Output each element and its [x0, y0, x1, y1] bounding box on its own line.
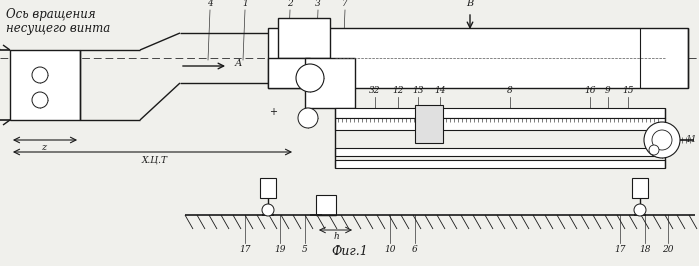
Bar — [268, 28, 688, 88]
Bar — [632, 178, 648, 198]
Text: 13: 13 — [412, 86, 424, 95]
Text: 3: 3 — [315, 0, 321, 8]
Text: 6: 6 — [412, 245, 418, 254]
Circle shape — [296, 64, 324, 92]
Bar — [268, 58, 310, 88]
Bar — [10, 50, 80, 120]
Text: +: + — [269, 107, 277, 117]
Circle shape — [298, 108, 318, 128]
Text: Ось вращения: Ось вращения — [6, 8, 96, 21]
Text: 8: 8 — [507, 86, 513, 95]
Text: 9: 9 — [605, 86, 611, 95]
Bar — [335, 160, 665, 168]
Text: h: h — [333, 232, 339, 241]
Text: 7: 7 — [342, 0, 348, 8]
Bar — [316, 195, 336, 215]
Circle shape — [32, 67, 48, 83]
Text: 17: 17 — [614, 245, 626, 254]
Bar — [260, 178, 276, 198]
Text: 15: 15 — [622, 86, 634, 95]
Text: 11: 11 — [686, 135, 697, 144]
Text: 12: 12 — [392, 86, 404, 95]
Bar — [278, 18, 330, 58]
Bar — [335, 118, 665, 130]
Circle shape — [649, 145, 659, 155]
Circle shape — [262, 204, 274, 216]
Text: Х.Ц.Т: Х.Ц.Т — [142, 155, 168, 164]
Text: 2: 2 — [287, 0, 293, 8]
Text: z: z — [41, 143, 47, 152]
Text: 18: 18 — [640, 245, 651, 254]
Text: 32: 32 — [369, 86, 381, 95]
Text: 19: 19 — [274, 245, 286, 254]
Circle shape — [652, 130, 672, 150]
Bar — [305, 58, 355, 108]
Text: 20: 20 — [662, 245, 674, 254]
Text: несущего винта: несущего винта — [6, 22, 110, 35]
Text: Фиг.1: Фиг.1 — [331, 245, 368, 258]
Bar — [335, 108, 665, 118]
Text: В: В — [466, 0, 473, 8]
Text: 10: 10 — [384, 245, 396, 254]
Text: 4: 4 — [207, 0, 213, 8]
Circle shape — [644, 122, 680, 158]
Text: 14: 14 — [434, 86, 446, 95]
Text: 1: 1 — [242, 0, 248, 8]
Text: А: А — [235, 59, 243, 68]
Bar — [415, 105, 443, 143]
Bar — [335, 148, 665, 156]
Text: 5: 5 — [302, 245, 308, 254]
Circle shape — [634, 204, 646, 216]
Text: 16: 16 — [584, 86, 596, 95]
Circle shape — [32, 92, 48, 108]
Text: 17: 17 — [239, 245, 251, 254]
